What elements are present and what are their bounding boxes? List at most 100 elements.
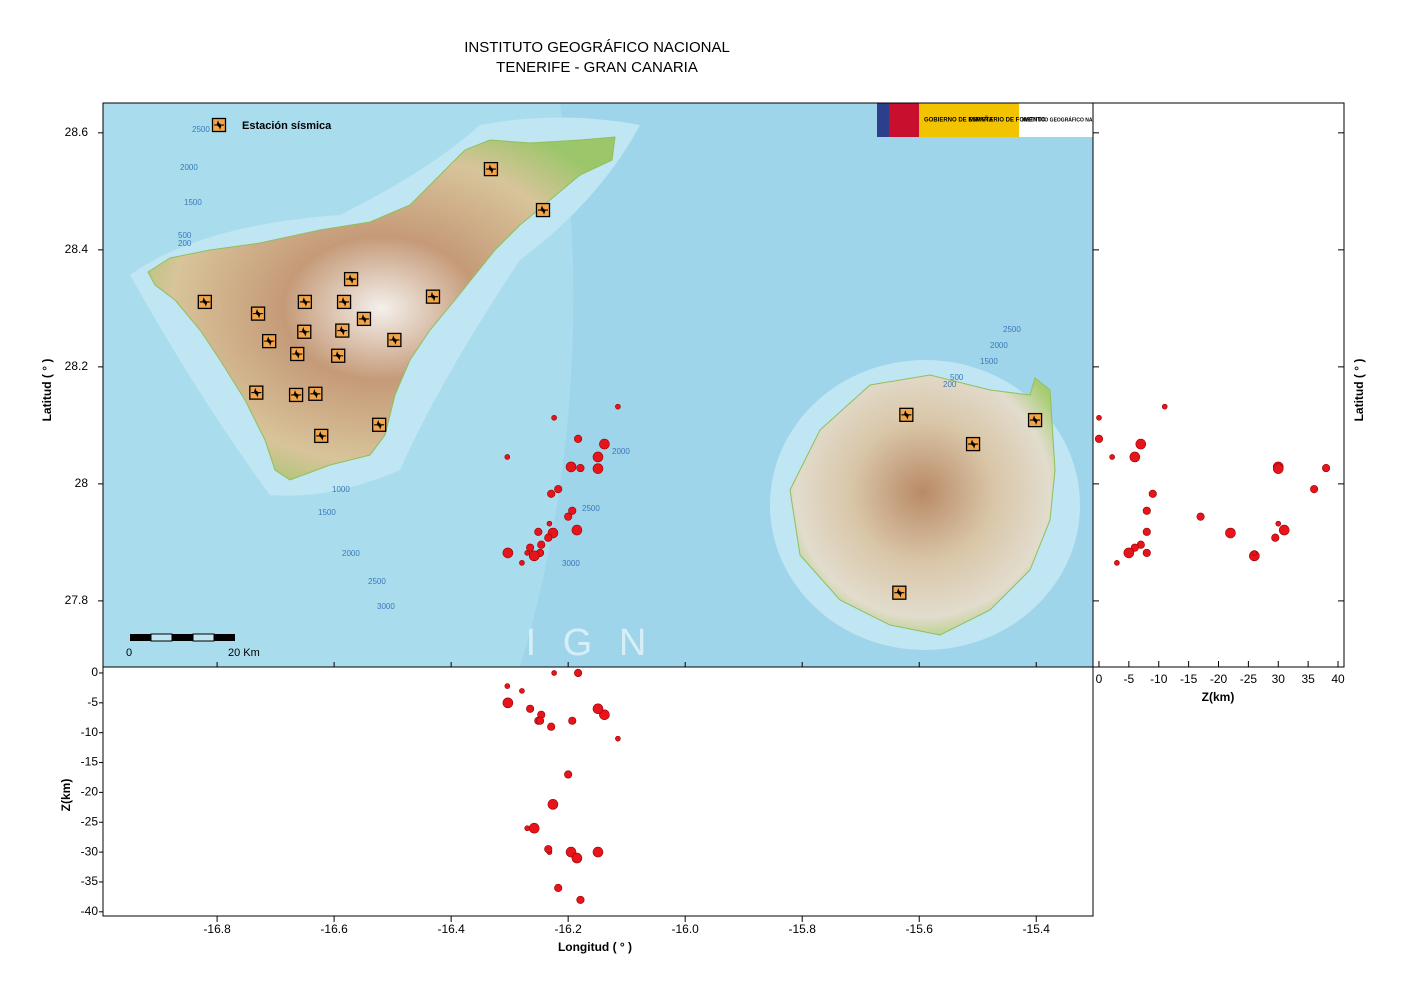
contour-label: 1500 [184,198,202,207]
event-depth [574,668,583,678]
depth-tick-label: 30 [1272,672,1286,686]
station [535,202,551,218]
event-depth [1123,547,1135,559]
station [892,585,907,600]
depth-tick-label: -15 [81,755,99,769]
event [615,403,621,410]
depth-tick-label: -5 [1124,672,1135,686]
station [899,407,914,422]
station-dot [319,434,323,438]
event-depth [568,716,577,725]
station-dot [971,442,975,446]
tenerife [147,136,616,481]
station [343,271,359,287]
depth-tick-label: -5 [87,695,98,709]
scale-bar [130,634,151,641]
event [568,506,577,515]
event-depth [551,670,557,676]
station-dot [904,413,908,417]
event [547,489,556,498]
station [211,117,227,133]
logo-text: INSTITUTO GEOGRÁFICO NACIONAL [1022,116,1112,123]
station-dot [431,295,435,299]
contour-label: 2000 [180,163,198,172]
event-depth [576,895,585,904]
depth-tick-label: 35 [1301,672,1315,686]
event [554,485,563,494]
event-depth [592,703,604,715]
depth-lat-frame [1092,102,1345,668]
y-tick-label: 28.2 [65,359,89,373]
depth-axis-label: Z(km) [1202,690,1235,704]
event-depth [544,845,553,854]
gran-canaria [789,374,1056,636]
station [297,294,313,310]
x-tick-label: -16.2 [554,922,582,936]
event-depth [524,825,531,832]
depth-tick-label: -40 [81,904,99,918]
event-depth [1310,485,1319,494]
station [1027,412,1043,428]
depth-lon-frame [102,666,1094,917]
x-tick-label: -15.4 [1023,922,1051,936]
event [592,463,604,474]
event-depth [547,799,559,810]
event [574,434,583,443]
contour-label: 200 [943,380,957,389]
depth-tick-label: -25 [81,814,99,828]
event-depth [1096,414,1102,421]
depth-tick-label: -20 [1210,672,1228,686]
event-depth [519,688,525,694]
event-depth [528,822,540,834]
station-dot [342,300,346,304]
event-depth [1129,451,1141,463]
depth-tick-label: -15 [1180,672,1198,686]
station-dot [294,393,298,397]
event-depth [571,852,583,864]
depth-tick-label: -30 [81,844,99,858]
event-depth [1142,548,1151,557]
logo-text: MINISTERIO DE FOMENTO [969,118,1046,124]
station-dot [203,300,207,304]
depth-tick-label: 40 [1331,672,1345,686]
contour-label: 2500 [582,504,600,513]
event-depth [1251,550,1258,556]
station [331,348,346,363]
station-dot [1033,418,1037,422]
event-depth [1275,520,1282,527]
contour-label: 500 [950,373,964,382]
legend-label: Estación sísmica [242,120,332,132]
station [249,385,264,400]
event-depth [1271,533,1280,542]
scale-bar [172,634,193,641]
event-depth [1142,506,1151,515]
logo-eu [877,103,889,137]
scale-label: 20 Km [228,647,260,659]
event [502,547,514,559]
event-depth [554,883,563,892]
contour-label: 500 [178,231,192,240]
event [526,543,535,552]
event [534,527,543,536]
logo-shield [889,103,919,137]
event [551,414,557,421]
event-depth [504,683,511,689]
depth-tick-label: -35 [81,874,99,888]
event [546,520,553,527]
contour-label: 3000 [562,559,580,568]
depth-tick-label: -20 [81,785,99,799]
event-depth [547,722,556,731]
event-depth [1225,527,1236,539]
subtitle: TENERIFE - GRAN CANARIA [496,59,698,76]
depth-axis-label: Z(km) [59,779,73,812]
station [250,306,266,321]
event-depth [1196,512,1205,521]
event-depth [526,704,535,713]
y-tick-label: 27.8 [65,593,89,607]
title: INSTITUTO GEOGRÁFICO NACIONAL [464,39,730,56]
scale-label: 0 [126,647,132,659]
event [576,464,585,473]
event-depth [1109,454,1115,460]
event-depth [536,716,545,725]
depth-tick-label: -10 [81,725,99,739]
